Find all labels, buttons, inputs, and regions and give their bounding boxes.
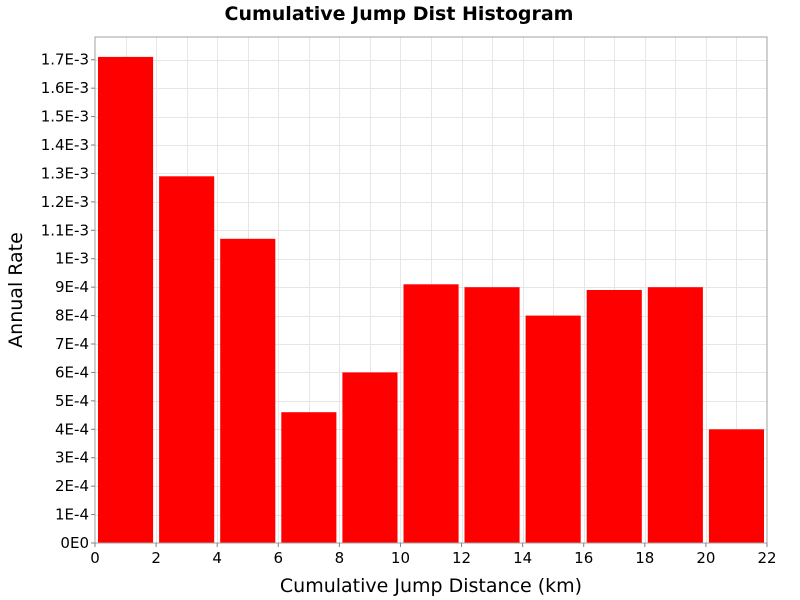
y-tick-label: 1E-3 <box>55 250 89 268</box>
y-tick-label: 1.4E-3 <box>41 136 89 154</box>
x-tick-label: 12 <box>452 549 471 567</box>
x-tick-label: 10 <box>391 549 410 567</box>
plot-frame <box>94 36 768 544</box>
y-tick-label: 1.7E-3 <box>41 51 89 69</box>
y-tick-label: 8E-4 <box>55 307 89 325</box>
y-tick-label: 1.3E-3 <box>41 164 89 182</box>
histogram-bar-3 <box>220 238 276 544</box>
y-tick-label: 9E-4 <box>55 278 89 296</box>
y-tick-label: 4E-4 <box>55 420 89 438</box>
histogram-bar-9 <box>586 290 642 543</box>
y-tick-label: 1.6E-3 <box>41 79 89 97</box>
y-axis-label: Annual Rate <box>5 232 27 348</box>
y-tick-label: 2E-4 <box>55 477 89 495</box>
x-axis-label: Cumulative Jump Distance (km) <box>280 575 582 597</box>
x-tick-label: 0 <box>90 549 100 567</box>
histogram-bar-7 <box>464 287 520 543</box>
x-tick-label: 2 <box>151 549 161 567</box>
y-tick-label: 1E-4 <box>55 506 89 524</box>
histogram-bar-6 <box>403 284 459 543</box>
x-tick-label: 8 <box>335 549 345 567</box>
y-tick-label: 7E-4 <box>55 335 89 353</box>
y-tick-label: 6E-4 <box>55 363 89 381</box>
x-tick-label: 18 <box>635 549 654 567</box>
x-axis-ticks: 0 2 4 6 8 10 12 14 16 18 20 22 <box>90 543 777 567</box>
bars <box>98 56 764 544</box>
y-tick-label: 1.2E-3 <box>41 193 89 211</box>
x-tick-label: 20 <box>696 549 715 567</box>
histogram-bar-2 <box>159 176 215 544</box>
y-tick-label: 0E0 <box>60 534 89 552</box>
y-axis-ticks: 0E0 1E-4 2E-4 3E-4 4E-4 5E-4 6E-4 7E-4 8E-4 9E-4 1… <box>41 51 95 552</box>
y-tick-label: 5E-4 <box>55 392 89 410</box>
chart-title: Cumulative Jump Dist Histogram <box>225 3 574 25</box>
y-tick-label: 3E-4 <box>55 449 89 467</box>
y-tick-label: 1.5E-3 <box>41 108 89 126</box>
histogram-bar-10 <box>647 287 703 543</box>
histogram-bar-11 <box>708 429 764 543</box>
x-tick-label: 14 <box>513 549 532 567</box>
histogram-bar-1 <box>98 56 154 544</box>
x-tick-label: 22 <box>757 549 776 567</box>
y-tick-label: 1.1E-3 <box>41 221 89 239</box>
x-tick-label: 6 <box>273 549 283 567</box>
x-tick-label: 16 <box>574 549 593 567</box>
histogram-bar-8 <box>525 315 581 543</box>
histogram-bar-4 <box>281 412 337 543</box>
histogram-bar-5 <box>342 372 398 543</box>
x-tick-label: 4 <box>212 549 222 567</box>
